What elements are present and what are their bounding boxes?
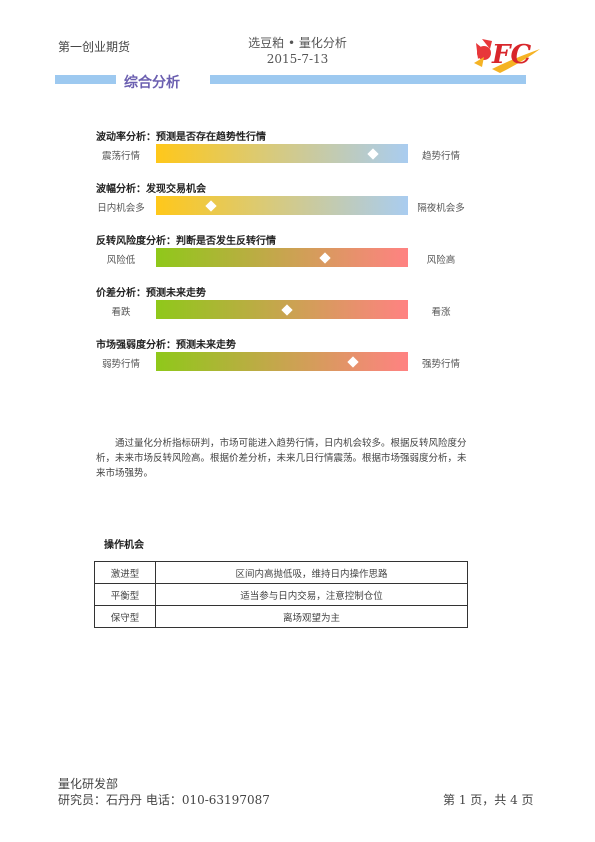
strategy-advice: 适当参与日内交易，注意控制仓位	[155, 583, 468, 606]
indicator-left-label: 看跌	[111, 307, 131, 318]
indicator-title: 价差分析：预测未来走势	[96, 288, 206, 299]
indicator-right-label: 隔夜机会多	[417, 203, 465, 214]
indicator-title: 市场强弱度分析：预测未来走势	[96, 340, 236, 351]
operations-table: 激进型 区间内高抛低吸，维持日内操作思路 平衡型 适当参与日内交易，注意控制仓位…	[94, 561, 468, 628]
table-row: 保守型 离场观望为主	[94, 605, 468, 628]
footer-researcher: 研究员：石丹丹 电话：010-63197087	[58, 793, 270, 807]
indicator-right-label: 看涨	[431, 307, 451, 318]
indicator-gradient-bar	[156, 248, 408, 267]
table-row: 激进型 区间内高抛低吸，维持日内操作思路	[94, 561, 468, 584]
footer-department: 量化研发部	[58, 777, 119, 791]
logo-text: FC	[491, 40, 531, 70]
title-band-left	[55, 75, 116, 84]
indicator-gradient-bar	[156, 196, 408, 215]
company-name: 第一创业期货	[58, 40, 131, 54]
report-name: 选豆粕 • 量化分析	[248, 36, 347, 50]
indicator-right-label: 风险高	[426, 255, 456, 266]
table-row: 平衡型 适当参与日内交易，注意控制仓位	[94, 583, 468, 606]
title-band-right	[210, 75, 526, 84]
operations-title: 操作机会	[104, 540, 144, 551]
logo-swoosh	[492, 49, 540, 73]
report-date: 2015-7-13	[266, 52, 329, 66]
report-header: 选豆粕 • 量化分析 2015-7-13	[0, 35, 595, 67]
indicator-right-label: 趋势行情	[421, 151, 460, 162]
indicator-left-label: 弱势行情	[101, 359, 140, 370]
indicator-gradient-bar	[156, 144, 408, 163]
indicator-title: 波动率分析：预测是否存在趋势性行情	[96, 132, 266, 143]
indicator-left-label: 日内机会多	[97, 203, 145, 214]
indicator-left-label: 震荡行情	[101, 151, 140, 162]
company-logo: FC	[474, 39, 540, 73]
indicator-title: 波幅分析：发现交易机会	[96, 184, 206, 195]
strategy-advice: 离场观望为主	[155, 605, 468, 628]
summary-paragraph: 通过量化分析指标研判，市场可能进入趋势行情，日内机会较多。根据反转风险度分析，未…	[96, 438, 467, 479]
indicator-gradient-bar	[156, 352, 408, 371]
indicator-title: 反转风险度分析：判断是否发生反转行情	[96, 236, 276, 247]
logo-splash	[474, 39, 492, 67]
indicator-right-label: 强势行情	[421, 359, 460, 370]
page-number: 第 1 页，共 4 页	[443, 793, 534, 807]
indicator-left-label: 风险低	[106, 255, 136, 266]
section-title: 综合分析	[124, 75, 180, 91]
strategy-type: 激进型	[94, 561, 156, 584]
strategy-advice: 区间内高抛低吸，维持日内操作思路	[155, 561, 468, 584]
strategy-type: 保守型	[94, 605, 156, 628]
strategy-type: 平衡型	[94, 583, 156, 606]
